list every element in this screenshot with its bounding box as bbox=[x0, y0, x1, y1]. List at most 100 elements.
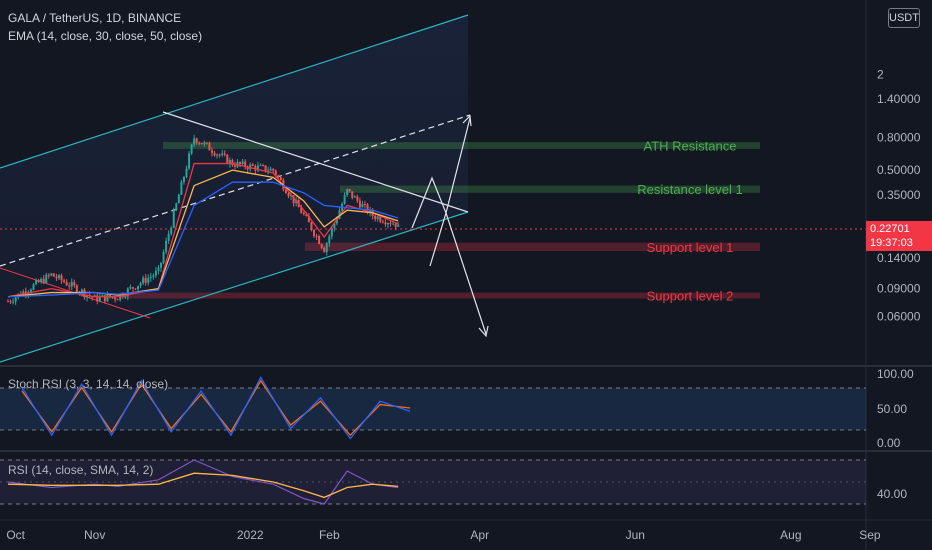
rsi-title[interactable]: RSI (14, close, SMA, 14, 2) bbox=[8, 463, 154, 477]
candle-down bbox=[315, 235, 318, 237]
candle-up bbox=[259, 165, 262, 167]
candle-up bbox=[392, 223, 395, 225]
candle-down bbox=[272, 168, 275, 171]
ema-legend[interactable]: EMA (14, close, 30, close, 50, close) bbox=[8, 29, 203, 43]
candle-up bbox=[154, 270, 157, 276]
candle-up bbox=[256, 165, 259, 171]
candle-up bbox=[149, 276, 152, 278]
stoch-band-fill bbox=[0, 388, 866, 430]
candle-up bbox=[14, 297, 17, 302]
candle-up bbox=[29, 289, 32, 292]
stoch-rsi-pane[interactable] bbox=[0, 376, 866, 440]
candle-down bbox=[231, 159, 234, 166]
rsi-line bbox=[7, 459, 399, 505]
candle-up bbox=[157, 267, 160, 271]
candle-down bbox=[205, 142, 208, 144]
channel-lower-line[interactable] bbox=[0, 211, 469, 363]
candle-up bbox=[139, 283, 142, 286]
rsi-ma-line bbox=[7, 472, 399, 499]
candle-up bbox=[185, 168, 188, 177]
candle-down bbox=[233, 165, 236, 167]
price-tick: 2 bbox=[877, 67, 884, 81]
zone-rect[interactable] bbox=[305, 242, 760, 252]
candle-down bbox=[68, 285, 71, 287]
candle-down bbox=[195, 138, 198, 143]
candle-up bbox=[162, 252, 165, 263]
time-tick: Sep bbox=[859, 528, 881, 542]
candle-up bbox=[175, 203, 178, 211]
candle-down bbox=[7, 301, 9, 303]
time-tick: Jun bbox=[626, 528, 645, 542]
candle-down bbox=[200, 143, 203, 145]
zones-layer: ATH Resistance Resistance level 1 Support … bbox=[120, 139, 760, 304]
candle-up bbox=[228, 159, 231, 164]
zone-rect[interactable] bbox=[340, 185, 760, 193]
zone-rect[interactable] bbox=[120, 292, 760, 299]
candle-up bbox=[203, 142, 206, 145]
candle-up bbox=[101, 295, 104, 297]
candle-down bbox=[96, 295, 99, 302]
stoch-axis: 100.00 50.00 0.00 bbox=[877, 367, 914, 450]
candle-up bbox=[193, 138, 196, 145]
candle-up bbox=[70, 282, 73, 287]
candle-up bbox=[376, 216, 379, 220]
candle-up bbox=[167, 233, 170, 241]
candle-down bbox=[323, 247, 326, 253]
candle-up bbox=[160, 262, 162, 268]
price-tick: 1.40000 bbox=[877, 92, 921, 106]
zone-rect[interactable] bbox=[163, 142, 760, 149]
candle-down bbox=[277, 175, 280, 178]
zone-label: Support level 1 bbox=[647, 240, 734, 255]
candle-up bbox=[177, 194, 180, 204]
candle-down bbox=[351, 191, 354, 198]
channel-mid-dashed-line[interactable] bbox=[0, 114, 471, 267]
last-price-label: 0.22701 19:37:03 bbox=[866, 221, 932, 251]
channel-upper-line[interactable] bbox=[0, 14, 469, 169]
candle-down bbox=[366, 204, 369, 213]
candle-down bbox=[63, 280, 66, 283]
candle-up bbox=[325, 243, 328, 253]
symbol-title[interactable]: GALA / TetherUS, 1D, BINANCE bbox=[8, 11, 182, 25]
time-axis[interactable]: Oct Nov 2022 Feb Apr Jun Aug Sep bbox=[6, 528, 881, 542]
rsi-pane[interactable] bbox=[0, 459, 866, 505]
price-tick: 0.06000 bbox=[877, 310, 921, 324]
candle-up bbox=[12, 301, 15, 303]
price-tick: 0.14000 bbox=[877, 251, 921, 265]
rsi-axis: 40.00 bbox=[877, 487, 907, 501]
candle-up bbox=[221, 153, 224, 155]
zone-label: ATH Resistance bbox=[644, 139, 737, 154]
candle-up bbox=[346, 189, 349, 196]
candle-down bbox=[307, 215, 310, 223]
price-pane[interactable]: ATH Resistance Resistance level 1 Support … bbox=[0, 14, 866, 363]
stoch-k-line bbox=[21, 376, 411, 440]
stoch-rsi-title[interactable]: Stoch RSI (3, 3, 14, 14, close) bbox=[8, 377, 169, 391]
zone-label: Support level 2 bbox=[647, 289, 734, 304]
candle-down bbox=[394, 223, 397, 227]
candle-down bbox=[42, 278, 45, 284]
candle-down bbox=[55, 276, 58, 279]
candle-down bbox=[239, 162, 242, 165]
currency-button[interactable]: USDT bbox=[888, 8, 920, 28]
candle-up bbox=[50, 273, 53, 276]
candle-up bbox=[267, 170, 270, 172]
candle-down bbox=[9, 301, 12, 303]
candle-down bbox=[208, 143, 211, 151]
triangle-upper-line[interactable] bbox=[162, 111, 469, 213]
candle-down bbox=[213, 152, 216, 156]
arrow-head-down-icon bbox=[478, 325, 489, 338]
candle-up bbox=[45, 274, 48, 284]
price-axis[interactable]: 2 1.40000 0.80000 0.50000 0.35000 0.14000 0.09… bbox=[877, 67, 921, 323]
candle-up bbox=[182, 176, 185, 182]
candle-up bbox=[249, 164, 252, 170]
candle-down bbox=[211, 150, 213, 153]
candle-up bbox=[35, 280, 38, 285]
candle-down bbox=[218, 154, 221, 156]
candle-up bbox=[338, 210, 341, 219]
ema-50-line bbox=[7, 181, 399, 298]
candle-down bbox=[274, 170, 277, 176]
candle-down bbox=[262, 165, 264, 167]
candle-up bbox=[124, 296, 127, 298]
candle-down bbox=[318, 236, 321, 244]
candle-down bbox=[226, 154, 229, 164]
